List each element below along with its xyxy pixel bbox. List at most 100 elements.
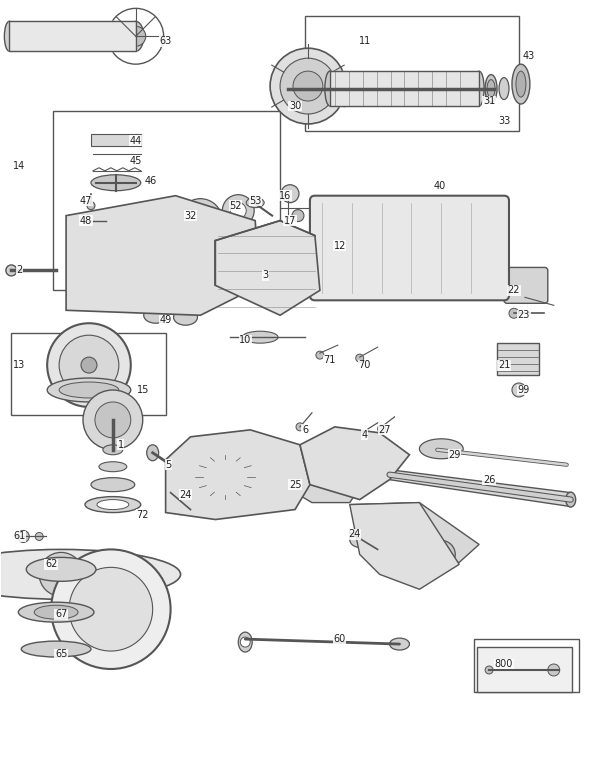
Text: 71: 71	[324, 355, 336, 365]
Polygon shape	[350, 502, 479, 563]
Text: 99: 99	[518, 385, 530, 395]
Text: 10: 10	[239, 335, 251, 345]
Polygon shape	[389, 470, 571, 507]
Circle shape	[280, 58, 336, 114]
Ellipse shape	[173, 309, 198, 326]
Ellipse shape	[85, 497, 141, 512]
Bar	[11, 333, 166, 415]
Ellipse shape	[128, 22, 144, 51]
Ellipse shape	[179, 198, 222, 243]
Text: 31: 31	[483, 96, 495, 106]
Ellipse shape	[238, 632, 252, 652]
Text: 45: 45	[130, 156, 142, 166]
Ellipse shape	[83, 390, 143, 449]
Circle shape	[292, 210, 304, 222]
Ellipse shape	[392, 224, 427, 274]
Bar	[372, 198, 441, 226]
Text: 24: 24	[349, 529, 361, 539]
Ellipse shape	[0, 549, 181, 599]
Circle shape	[81, 357, 97, 373]
Text: 65: 65	[55, 649, 67, 659]
Ellipse shape	[222, 195, 254, 226]
Ellipse shape	[34, 605, 78, 619]
Text: 14: 14	[13, 160, 25, 170]
Circle shape	[47, 323, 131, 407]
Polygon shape	[9, 22, 136, 51]
Ellipse shape	[95, 402, 131, 438]
Ellipse shape	[147, 445, 159, 460]
Text: 17: 17	[284, 215, 296, 226]
Ellipse shape	[4, 22, 14, 51]
Circle shape	[119, 253, 143, 277]
Circle shape	[358, 431, 366, 439]
Text: 47: 47	[80, 195, 92, 205]
Ellipse shape	[18, 602, 94, 622]
Text: 53: 53	[249, 195, 261, 205]
Ellipse shape	[512, 64, 530, 104]
Ellipse shape	[499, 78, 509, 99]
Ellipse shape	[336, 452, 368, 477]
Text: 800: 800	[495, 659, 513, 669]
Circle shape	[548, 664, 560, 676]
Circle shape	[35, 532, 43, 540]
Ellipse shape	[324, 443, 379, 487]
Text: 43: 43	[523, 51, 535, 61]
Text: 60: 60	[334, 634, 346, 644]
Circle shape	[293, 71, 323, 101]
Bar	[474, 639, 579, 692]
Text: 44: 44	[130, 136, 142, 146]
Circle shape	[59, 336, 119, 395]
Circle shape	[39, 553, 83, 596]
Text: 2: 2	[16, 265, 22, 275]
Ellipse shape	[474, 71, 484, 106]
Ellipse shape	[485, 74, 497, 102]
Text: 21: 21	[498, 360, 510, 370]
Bar	[477, 647, 572, 692]
Ellipse shape	[350, 532, 370, 547]
Ellipse shape	[566, 492, 576, 507]
Ellipse shape	[246, 198, 264, 208]
Text: 33: 33	[498, 116, 510, 126]
Ellipse shape	[191, 449, 260, 505]
Circle shape	[427, 540, 455, 568]
Ellipse shape	[242, 331, 278, 343]
Circle shape	[51, 549, 171, 669]
Text: 25: 25	[289, 480, 301, 490]
Polygon shape	[300, 427, 409, 500]
Ellipse shape	[516, 71, 526, 97]
Text: 30: 30	[289, 101, 301, 111]
Text: 32: 32	[184, 211, 196, 221]
Circle shape	[270, 48, 346, 124]
Ellipse shape	[101, 243, 160, 288]
Circle shape	[281, 184, 299, 203]
Polygon shape	[350, 502, 459, 589]
Text: 48: 48	[80, 215, 92, 226]
Circle shape	[126, 26, 146, 46]
Polygon shape	[166, 430, 310, 519]
FancyBboxPatch shape	[310, 196, 509, 301]
Circle shape	[356, 354, 363, 362]
Text: 62: 62	[45, 560, 57, 570]
Text: 61: 61	[13, 532, 25, 542]
Circle shape	[6, 265, 17, 276]
Ellipse shape	[173, 491, 188, 515]
Text: 67: 67	[55, 609, 67, 619]
Text: 6: 6	[302, 425, 308, 435]
Bar	[305, 16, 519, 131]
Text: 52: 52	[229, 201, 241, 211]
Text: 40: 40	[433, 181, 445, 191]
Circle shape	[17, 530, 30, 542]
Text: 29: 29	[448, 449, 460, 460]
Ellipse shape	[379, 208, 440, 288]
Circle shape	[296, 423, 304, 431]
Bar	[53, 111, 280, 291]
Text: 15: 15	[136, 385, 149, 395]
Ellipse shape	[27, 557, 96, 581]
Ellipse shape	[59, 382, 119, 398]
Text: 63: 63	[159, 36, 172, 46]
Polygon shape	[285, 456, 362, 502]
Ellipse shape	[389, 638, 409, 650]
Ellipse shape	[188, 208, 212, 232]
Ellipse shape	[325, 71, 335, 106]
Ellipse shape	[97, 500, 129, 509]
